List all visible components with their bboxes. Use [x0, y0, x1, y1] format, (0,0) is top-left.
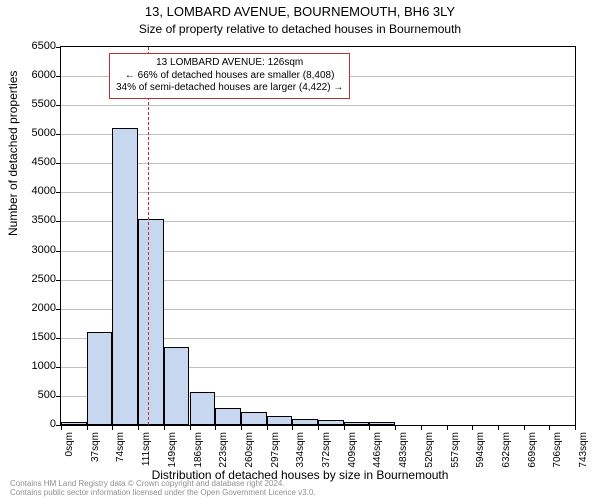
ytick-label: 500 [16, 389, 56, 401]
ytick-mark [56, 251, 61, 252]
xtick-mark [498, 425, 499, 430]
xtick-mark [318, 425, 319, 430]
ytick-mark [56, 396, 61, 397]
histogram-bar [87, 332, 113, 425]
ytick-label: 2500 [16, 273, 56, 285]
gridline [61, 105, 575, 106]
xtick-label: 594sqm [475, 432, 486, 468]
xtick-mark [549, 425, 550, 430]
chart-container: 13, LOMBARD AVENUE, BOURNEMOUTH, BH6 3LY… [0, 0, 600, 500]
histogram-bar [215, 408, 241, 425]
histogram-bar [344, 422, 370, 425]
ytick-mark [56, 105, 61, 106]
histogram-bar [190, 392, 216, 425]
y-axis-label: Number of detached properties [6, 71, 20, 236]
xtick-label: 260sqm [244, 432, 255, 468]
ytick-mark [56, 338, 61, 339]
xtick-label: 223sqm [218, 432, 229, 468]
xtick-mark [344, 425, 345, 430]
ytick-mark [56, 280, 61, 281]
ytick-mark [56, 367, 61, 368]
chart-subtitle: Size of property relative to detached ho… [0, 22, 600, 36]
xtick-label: 74sqm [115, 432, 126, 462]
xtick-mark [61, 425, 62, 430]
histogram-bar [369, 422, 395, 425]
xtick-mark [472, 425, 473, 430]
annotation-box: 13 LOMBARD AVENUE: 126sqm ← 66% of detac… [109, 53, 350, 99]
xtick-label: 334sqm [295, 432, 306, 468]
xtick-mark [447, 425, 448, 430]
histogram-bar [241, 412, 267, 425]
ytick-label: 6000 [16, 69, 56, 81]
xtick-label: 111sqm [141, 432, 152, 466]
ytick-mark [56, 76, 61, 77]
xtick-label: 483sqm [398, 432, 409, 468]
xtick-mark [190, 425, 191, 430]
xtick-mark [138, 425, 139, 430]
annotation-line: 13 LOMBARD AVENUE: 126sqm [116, 57, 343, 70]
histogram-bar [112, 128, 138, 425]
xtick-label: 372sqm [321, 432, 332, 468]
histogram-bar [267, 416, 293, 425]
gridline [61, 134, 575, 135]
xtick-mark [369, 425, 370, 430]
xtick-mark [87, 425, 88, 430]
xtick-mark [524, 425, 525, 430]
histogram-bar [138, 219, 164, 425]
histogram-bar [61, 422, 87, 425]
xtick-mark [421, 425, 422, 430]
annotation-line: 34% of semi-detached houses are larger (… [116, 82, 343, 95]
ytick-mark [56, 163, 61, 164]
xtick-mark [112, 425, 113, 430]
xtick-label: 446sqm [372, 432, 383, 468]
histogram-bar [164, 347, 190, 426]
ytick-label: 4000 [16, 185, 56, 197]
ytick-label: 3000 [16, 244, 56, 256]
xtick-mark [292, 425, 293, 430]
xtick-mark [164, 425, 165, 430]
reference-line [148, 47, 149, 425]
footer-line: Contains public sector information licen… [10, 489, 316, 498]
ytick-label: 0 [16, 418, 56, 430]
xtick-label: 37sqm [90, 432, 101, 462]
xtick-label: 669sqm [527, 432, 538, 468]
gridline [61, 163, 575, 164]
ytick-label: 1500 [16, 331, 56, 343]
xtick-mark [267, 425, 268, 430]
xtick-label: 409sqm [347, 432, 358, 468]
xtick-label: 0sqm [64, 432, 75, 456]
xtick-mark [575, 425, 576, 430]
xtick-label: 186sqm [193, 432, 204, 468]
gridline [61, 192, 575, 193]
ytick-label: 5500 [16, 98, 56, 110]
xtick-label: 557sqm [450, 432, 461, 468]
xtick-mark [241, 425, 242, 430]
annotation-line: ← 66% of detached houses are smaller (8,… [116, 70, 343, 83]
ytick-label: 1000 [16, 360, 56, 372]
xtick-label: 632sqm [501, 432, 512, 468]
xtick-mark [215, 425, 216, 430]
ytick-label: 4500 [16, 156, 56, 168]
ytick-mark [56, 221, 61, 222]
plot-area: 13 LOMBARD AVENUE: 126sqm ← 66% of detac… [60, 46, 576, 426]
chart-title: 13, LOMBARD AVENUE, BOURNEMOUTH, BH6 3LY [0, 4, 600, 19]
xtick-label: 520sqm [424, 432, 435, 468]
histogram-bar [292, 419, 318, 425]
histogram-bar [318, 420, 344, 425]
xtick-mark [395, 425, 396, 430]
xtick-label: 149sqm [167, 432, 178, 468]
xtick-label: 706sqm [552, 432, 563, 468]
ytick-label: 6500 [16, 40, 56, 52]
ytick-mark [56, 47, 61, 48]
ytick-label: 3500 [16, 214, 56, 226]
ytick-label: 5000 [16, 127, 56, 139]
ytick-mark [56, 309, 61, 310]
xtick-label: 297sqm [270, 432, 281, 468]
footer-attribution: Contains HM Land Registry data © Crown c… [10, 480, 316, 498]
ytick-label: 2000 [16, 302, 56, 314]
xtick-label: 743sqm [578, 432, 589, 468]
ytick-mark [56, 134, 61, 135]
ytick-mark [56, 192, 61, 193]
